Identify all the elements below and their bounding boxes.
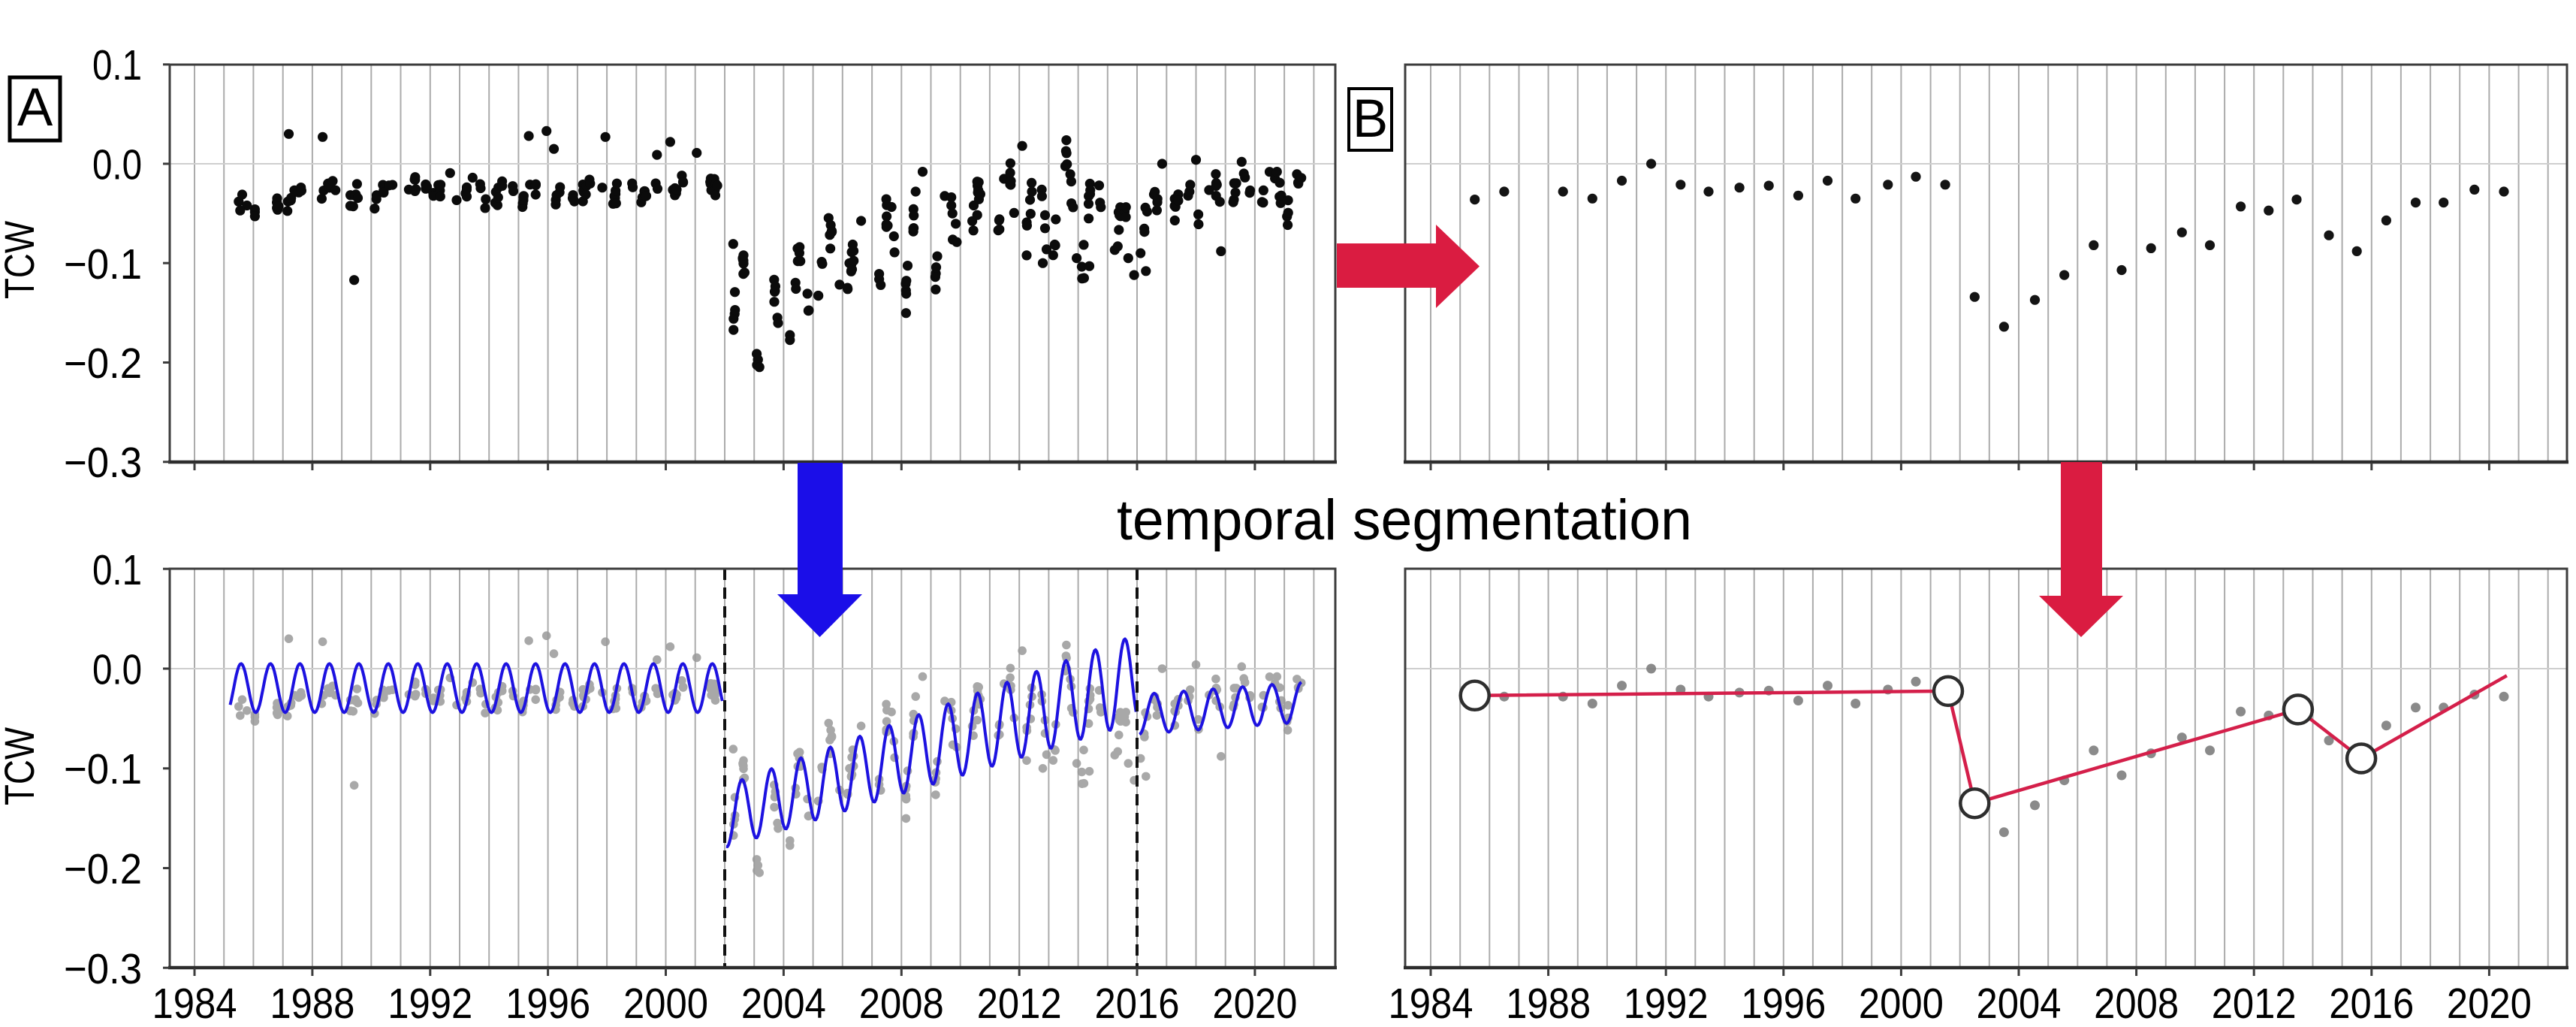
svg-text:2012: 2012 (977, 980, 1062, 1023)
svg-text:−0.2: −0.2 (64, 845, 142, 893)
svg-text:0.1: 0.1 (92, 41, 142, 89)
svg-text:−0.1: −0.1 (64, 745, 142, 793)
svg-text:2020: 2020 (1212, 980, 1297, 1023)
svg-text:2016: 2016 (1095, 980, 1180, 1023)
svg-text:2004: 2004 (1977, 980, 2062, 1023)
svg-text:1992: 1992 (388, 980, 472, 1023)
svg-text:2004: 2004 (741, 980, 826, 1023)
svg-text:−0.3: −0.3 (64, 439, 142, 487)
svg-text:0.1: 0.1 (92, 546, 142, 594)
svg-text:B: B (1353, 89, 1388, 149)
svg-text:−0.3: −0.3 (64, 945, 142, 993)
svg-text:2012: 2012 (2212, 980, 2297, 1023)
svg-text:1996: 1996 (1741, 980, 1826, 1023)
svg-text:A: A (17, 78, 53, 137)
svg-text:1988: 1988 (1506, 980, 1591, 1023)
svg-text:1992: 1992 (1624, 980, 1709, 1023)
svg-text:1984: 1984 (152, 980, 237, 1023)
svg-text:−0.1: −0.1 (64, 240, 142, 288)
svg-text:0.0: 0.0 (92, 141, 142, 189)
svg-text:1996: 1996 (505, 980, 590, 1023)
svg-text:2000: 2000 (1859, 980, 1944, 1023)
svg-text:−0.2: −0.2 (64, 340, 142, 388)
svg-text:temporal segmentation: temporal segmentation (1117, 488, 1692, 552)
svg-text:0.0: 0.0 (92, 646, 142, 694)
svg-text:TCW: TCW (0, 221, 43, 299)
svg-text:2000: 2000 (623, 980, 708, 1023)
svg-text:2008: 2008 (2094, 980, 2179, 1023)
svg-text:1984: 1984 (1389, 980, 1474, 1023)
svg-text:2016: 2016 (2329, 980, 2414, 1023)
svg-text:1988: 1988 (270, 980, 354, 1023)
svg-text:2020: 2020 (2447, 980, 2532, 1023)
svg-text:2008: 2008 (859, 980, 944, 1023)
svg-text:TCW: TCW (0, 727, 43, 805)
